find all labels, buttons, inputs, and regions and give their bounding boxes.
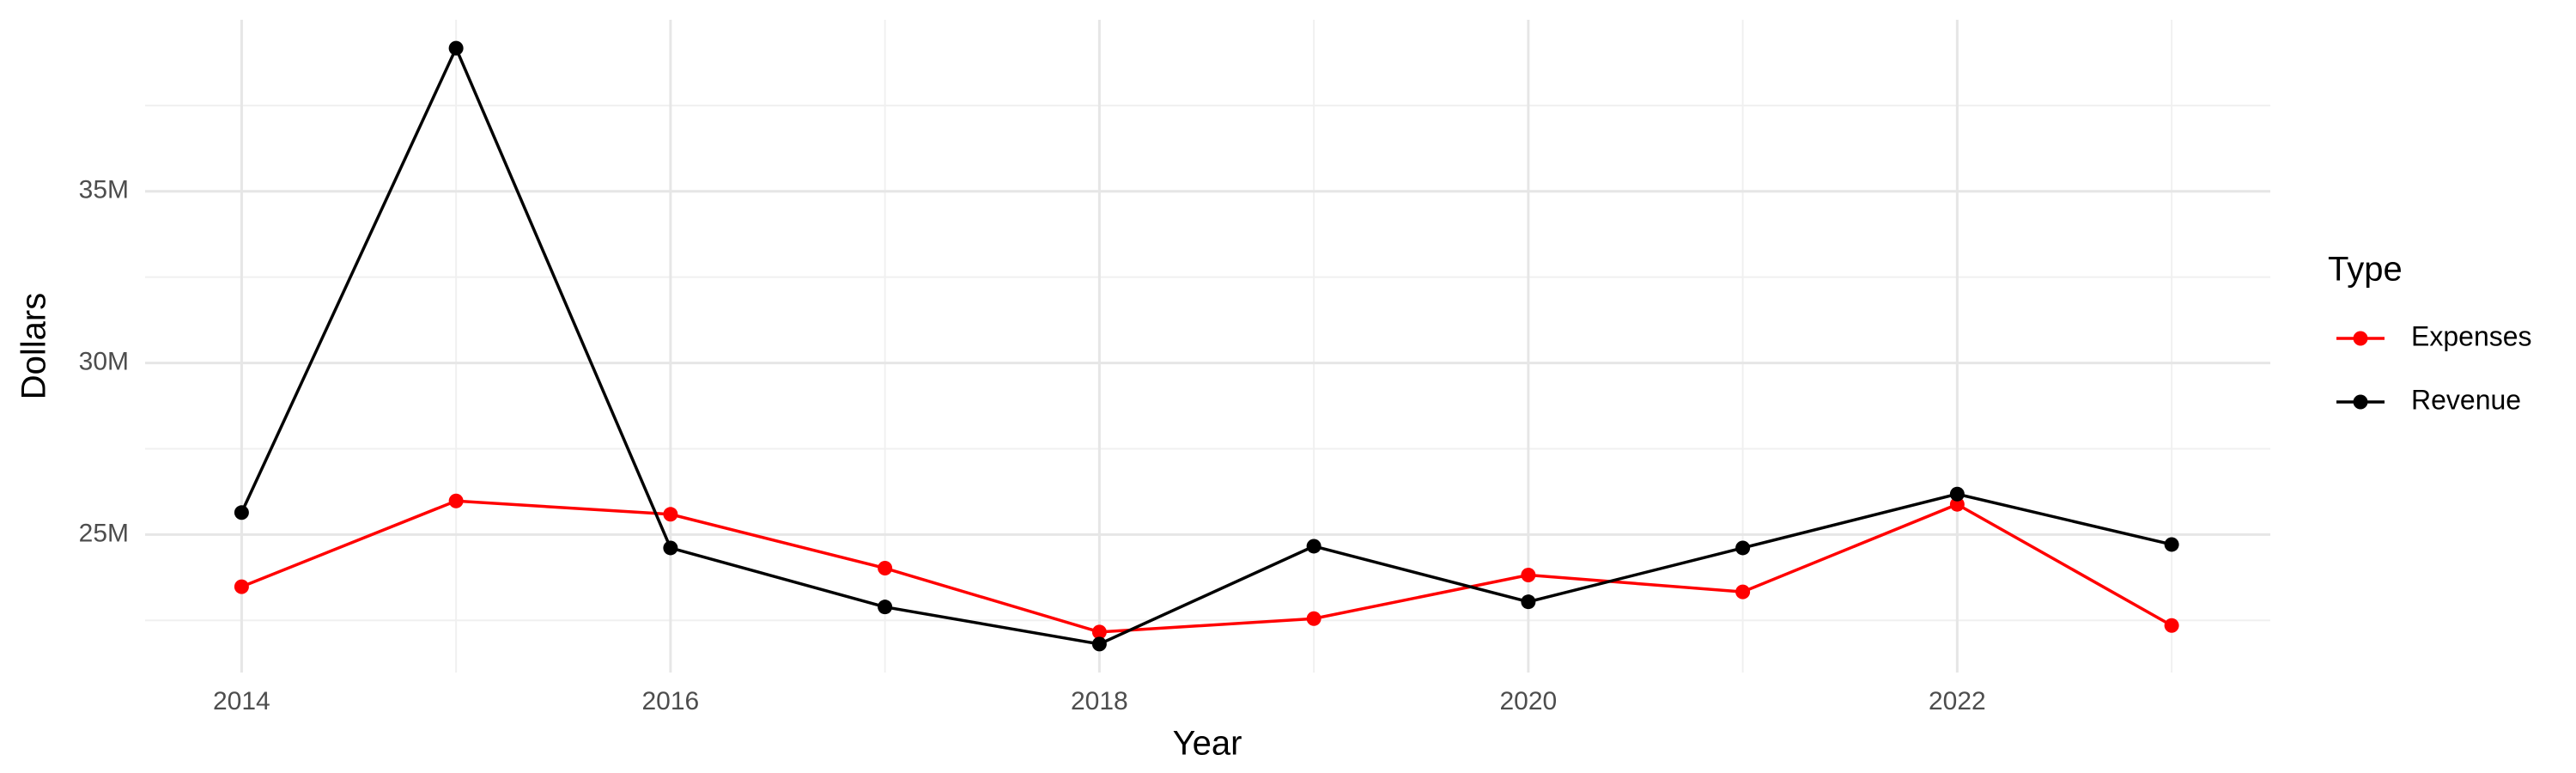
legend-label: Revenue [2411,384,2521,415]
legend-marker [2353,331,2368,346]
y-axis-title: Dollars [15,293,53,399]
data-point [2164,537,2179,552]
data-point [1521,568,1536,583]
data-point [234,505,249,520]
data-point [878,561,893,576]
data-point [1306,539,1321,554]
data-point [1091,636,1107,652]
data-point [663,507,678,522]
data-point [448,40,464,56]
legend-title: Type [2328,251,2403,289]
x-tick-label: 2016 [642,687,700,715]
data-point [1949,486,1965,502]
data-point [1306,611,1321,626]
data-point [2164,618,2179,633]
data-point [1091,624,1107,640]
data-point [234,579,249,594]
x-tick-label: 2020 [1499,687,1557,715]
legend-label: Expenses [2411,320,2532,351]
data-point [448,493,464,508]
y-tick-label: 35M [79,176,129,204]
x-tick-label: 2014 [213,687,270,715]
y-tick-label: 30M [79,348,129,376]
data-point [663,540,678,556]
data-point [1735,540,1751,556]
data-point [878,600,893,615]
x-tick-label: 2018 [1071,687,1128,715]
x-tick-label: 2022 [1929,687,1986,715]
y-tick-label: 25M [79,519,129,547]
series-line [240,499,2172,634]
legend-marker [2353,394,2368,410]
data-point [1735,584,1751,600]
x-axis-title: Year [1173,725,1242,763]
data-point [1949,496,1965,512]
data-point [1521,594,1536,610]
series-line [240,44,2172,646]
